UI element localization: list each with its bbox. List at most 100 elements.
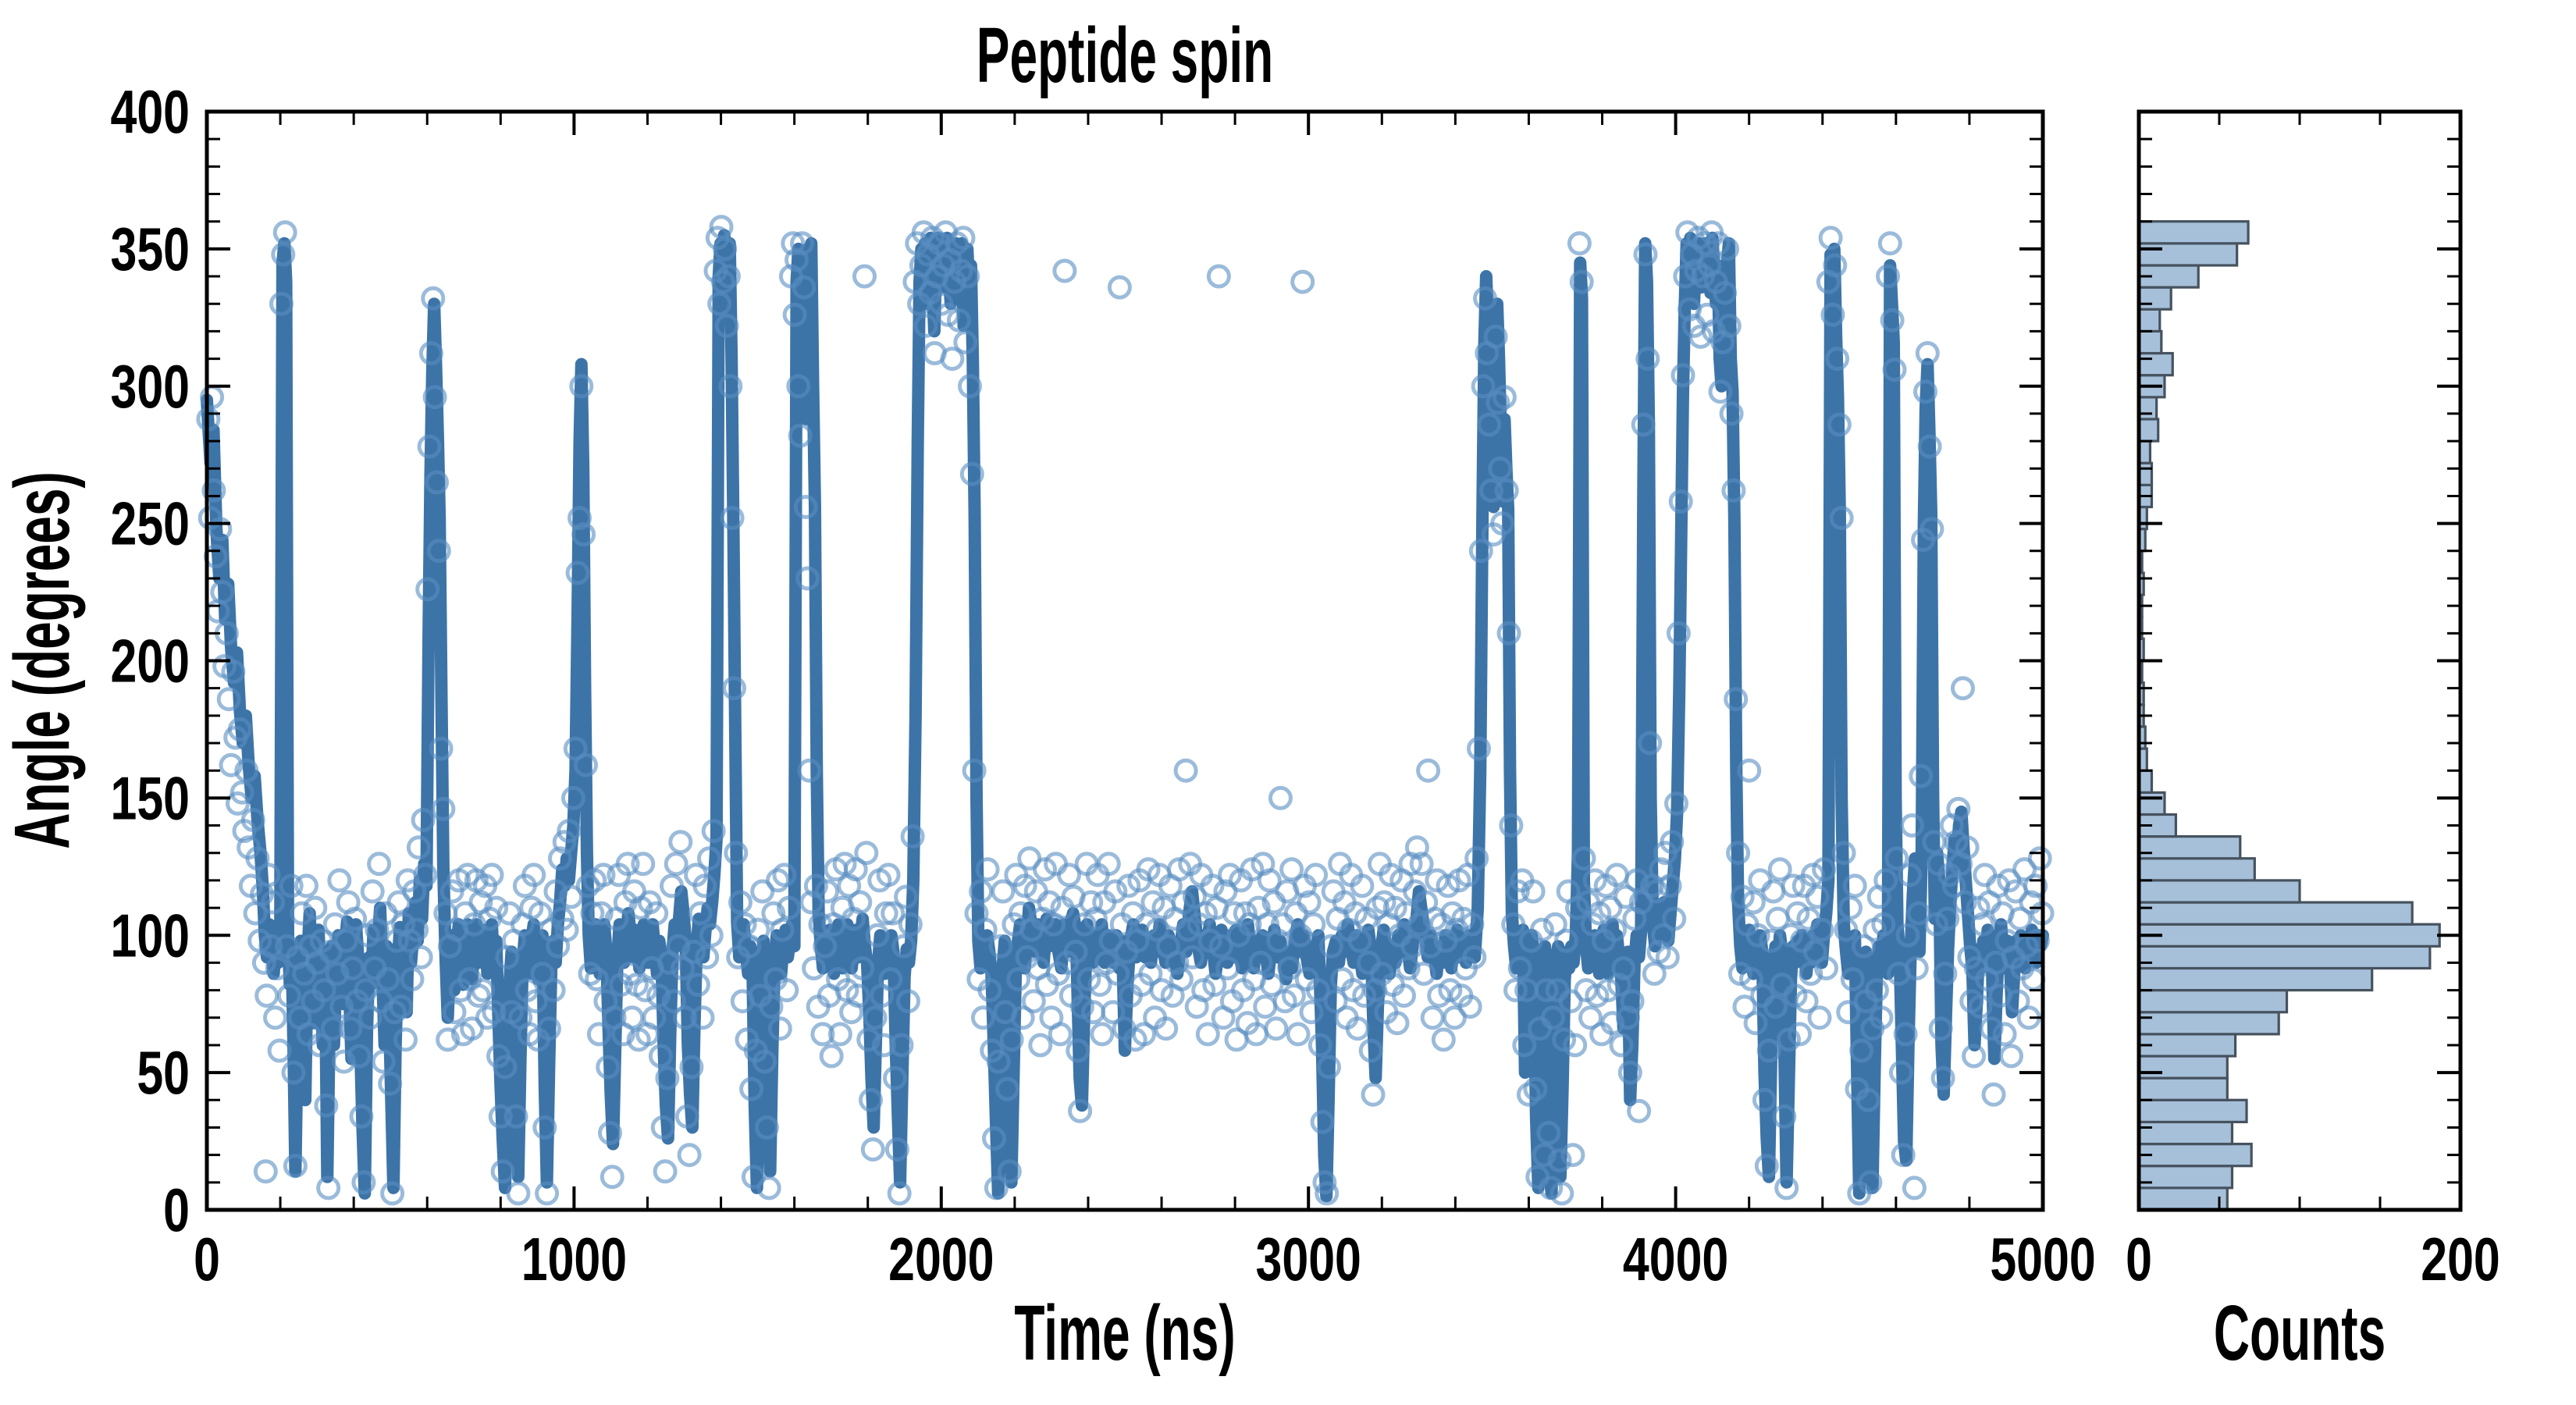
scatter-marker xyxy=(1516,1082,1541,1107)
scatter-marker xyxy=(666,934,691,959)
scatter-marker xyxy=(530,962,555,986)
scatter-marker xyxy=(418,341,443,365)
scatter-marker xyxy=(1721,478,1746,503)
scatter-marker xyxy=(1688,324,1713,349)
scatter-marker xyxy=(1021,989,1046,1014)
scatter-marker xyxy=(1904,956,1929,980)
scatter-marker xyxy=(1473,286,1497,311)
scatter-marker xyxy=(245,846,270,871)
scatter-marker xyxy=(750,879,775,904)
scatter-marker xyxy=(843,857,868,882)
scatter-marker xyxy=(554,917,579,942)
scatter-marker xyxy=(1308,1033,1332,1058)
scatter-marker xyxy=(1297,890,1322,915)
scatter-marker xyxy=(1096,852,1121,877)
scatter-marker xyxy=(688,901,713,926)
scatter-marker xyxy=(945,231,970,256)
scatter-marker xyxy=(1745,923,1770,948)
hist-bar xyxy=(2137,396,2158,421)
scatter-marker xyxy=(692,873,717,898)
hist-bar xyxy=(2137,418,2160,443)
scatter-marker xyxy=(1154,1016,1179,1041)
scatter-marker xyxy=(1827,412,1852,437)
scatter-marker xyxy=(709,215,734,240)
scatter-marker xyxy=(254,984,279,1008)
scatter-marker xyxy=(1752,1087,1777,1112)
scatter-marker xyxy=(889,1033,914,1058)
scatter-marker xyxy=(988,934,1013,959)
scatter-marker xyxy=(1968,994,1993,1019)
scatter-marker xyxy=(958,374,982,399)
scatter-marker xyxy=(524,989,548,1014)
scatter-marker xyxy=(679,1055,704,1080)
y-tick-label: 100 xyxy=(110,902,190,969)
scatter-marker xyxy=(1807,1005,1832,1030)
scatter-marker xyxy=(1483,324,1508,349)
scatter-marker xyxy=(1420,1005,1445,1030)
scatter-marker xyxy=(371,1049,396,1074)
scatter-marker xyxy=(695,944,720,969)
scatter-marker xyxy=(263,1005,287,1030)
scatter-marker xyxy=(1761,879,1786,904)
scatter-marker xyxy=(1358,1038,1383,1063)
scatter-marker xyxy=(389,994,414,1019)
scatter-marker xyxy=(1253,994,1278,1019)
scatter-marker xyxy=(585,967,610,991)
scatter-marker xyxy=(718,374,743,399)
scatter-marker xyxy=(367,852,392,877)
hist-bar xyxy=(2137,1055,2229,1080)
scatter-marker xyxy=(536,1016,561,1041)
scatter-marker xyxy=(984,1176,1009,1200)
scatter-marker xyxy=(1037,890,1062,915)
scatter-marker xyxy=(1304,863,1329,887)
scatter-marker xyxy=(1560,1143,1585,1168)
scatter-marker xyxy=(316,1176,341,1200)
scatter-marker xyxy=(1840,967,1865,991)
scatter-marker xyxy=(1222,901,1247,926)
scatter-marker xyxy=(1467,736,1491,761)
scatter-marker xyxy=(644,901,669,926)
scatter-marker xyxy=(548,846,572,871)
scatter-marker xyxy=(995,1076,1019,1101)
scatter-marker xyxy=(1460,912,1485,937)
scatter-marker xyxy=(208,517,233,542)
scatter-marker xyxy=(598,1121,622,1145)
hist-bar xyxy=(2137,242,2239,267)
scatter-marker xyxy=(1503,978,1528,1003)
scatter-marker xyxy=(1521,879,1546,904)
scatter-marker xyxy=(756,1176,781,1200)
scatter-marker xyxy=(1479,478,1503,503)
scatter-marker xyxy=(1708,379,1733,404)
scatter-marker xyxy=(681,939,706,964)
scatter-marker xyxy=(1951,676,1975,701)
scatter-marker xyxy=(1763,994,1788,1019)
x-tick-label: 4000 xyxy=(1623,1225,1728,1293)
scatter-marker xyxy=(1906,901,1931,926)
scatter-marker xyxy=(216,687,241,712)
scatter-marker xyxy=(699,923,724,948)
scatter-marker xyxy=(1743,1011,1768,1036)
scatter-marker xyxy=(865,923,890,948)
scatter-marker xyxy=(1809,917,1834,942)
scatter-marker xyxy=(1928,1016,1953,1041)
scatter-marker xyxy=(417,434,442,459)
scatter-marker xyxy=(1505,879,1530,904)
hist-bar xyxy=(2137,286,2172,311)
hist-bar xyxy=(2137,923,2441,948)
scatter-marker xyxy=(1208,934,1233,959)
scatter-marker xyxy=(959,461,984,486)
scatter-marker xyxy=(1684,258,1709,283)
scatter-marker xyxy=(386,890,411,915)
scatter-marker xyxy=(741,1165,766,1190)
scatter-marker xyxy=(1087,973,1112,998)
scatter-marker xyxy=(265,956,290,980)
scatter-marker xyxy=(1563,1033,1588,1058)
scatter-marker xyxy=(290,901,315,926)
scatter-marker xyxy=(393,1027,418,1052)
scatter-marker xyxy=(1888,1060,1913,1085)
scatter-marker xyxy=(1571,846,1596,871)
scatter-marker xyxy=(591,863,616,887)
scatter-marker xyxy=(955,264,980,289)
